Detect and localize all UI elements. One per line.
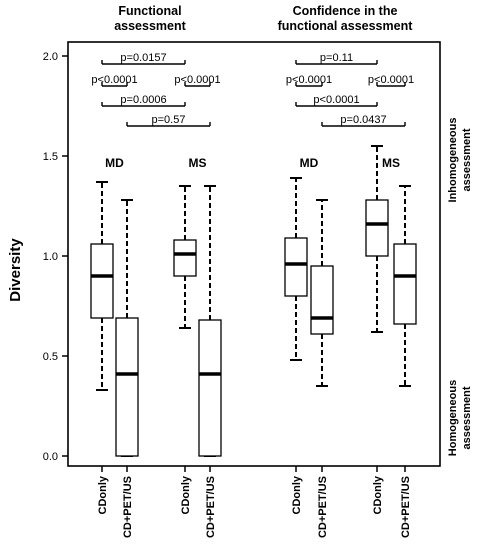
comparison-1-0: p=0.11 [295,52,378,65]
comparison-label-1-2: p<0.0001 [368,74,414,86]
box-0-2-iqr [173,239,197,277]
comparison-1-3: p<0.0001 [295,94,378,107]
comparison-label-1-1: p<0.0001 [286,74,332,86]
group-label-1-0: MD [300,156,319,170]
y-tick-label-4: 2.0 [43,51,58,63]
x-category-label-0-3: CD+PET/US [205,476,217,538]
box-1-3-iqr [393,243,417,325]
group-label-0-0: MD [105,156,124,170]
panel-title-confidence-line-1: Confidence in the [293,4,398,18]
panel-title-functional: Functional assessment [114,4,186,33]
box-1-0 [284,177,308,361]
box-0-1 [115,199,139,457]
comparison-label-0-2: p<0.0001 [174,74,220,86]
y-tick-label-0: 0.0 [43,451,58,463]
box-0-0 [90,181,114,391]
box-series [90,145,417,457]
y-axis: 0.0 0.5 1.0 1.5 2.0 [43,51,68,463]
side-label-homogeneous-line-1: Homogeneous [447,380,459,456]
x-category-label-0-0: CDonly [97,475,109,514]
comparison-label-0-3: p=0.0006 [120,94,166,106]
x-axis: CDonly CD+PET/US CDonly CD+PET/US CDonly CD+P… [97,466,412,538]
box-1-0-iqr [284,237,308,297]
y-tick-label-1: 0.5 [43,351,58,363]
group-label-1-1: MS [382,156,400,170]
side-label-inhomogeneous-line-2: assessment [461,128,473,191]
box-1-1-iqr [310,265,334,335]
comparison-label-1-4: p=0.0437 [340,114,386,126]
group-labels: MD MS MD MS [105,156,400,170]
side-label-inhomogeneous-line-1: Inhomogeneous [447,118,459,203]
comparison-1-2: p<0.0001 [368,74,414,87]
panel-title-confidence-line-2: functional assessment [278,19,414,33]
box-1-2 [365,145,389,333]
side-label-homogeneous: Homogeneous assessment [447,380,473,456]
comparison-0-0: p=0.0157 [101,52,186,65]
box-1-1 [310,199,334,387]
comparison-label-1-3: p<0.0001 [313,94,359,106]
box-0-3 [198,185,222,457]
side-label-inhomogeneous: Inhomogeneous assessment [447,118,473,203]
comparison-0-3: p=0.0006 [101,94,186,107]
panel-title-confidence: Confidence in the functional assessment [278,4,414,33]
x-category-label-1-0: CDonly [291,475,303,514]
x-category-label-1-2: CDonly [372,475,384,514]
comparison-1-4: p=0.0437 [321,114,406,127]
comparison-0-2: p<0.0001 [174,74,221,87]
x-category-label-1-1: CD+PET/US [317,476,329,538]
y-tick-label-3: 1.5 [43,151,58,163]
comparison-label-0-1: p<0.0001 [91,74,137,86]
comparison-brackets: p=0.0157 p<0.0001 p<0.0001 p=0.0006 p=0.57 p=… [91,52,414,127]
comparison-label-1-0: p=0.11 [320,52,353,64]
group-label-0-1: MS [189,156,207,170]
side-label-homogeneous-line-2: assessment [461,386,473,449]
x-category-label-0-1: CD+PET/US [122,476,134,538]
box-0-0-iqr [90,243,114,319]
box-0-1-iqr [115,317,139,457]
x-category-label-0-2: CDonly [180,475,192,514]
y-axis-label: Diversity [7,238,24,302]
y-tick-label-2: 1.0 [43,251,58,263]
box-0-2 [173,185,197,329]
box-0-3-iqr [198,319,222,457]
comparison-0-1: p<0.0001 [91,74,138,87]
comparison-label-0-0: p=0.0157 [120,52,166,64]
comparison-1-1: p<0.0001 [286,74,332,87]
plot-frame [67,41,441,467]
comparison-0-4: p=0.57 [126,114,211,127]
panel-title-functional-line-2: assessment [114,19,186,33]
comparison-label-0-4: p=0.57 [152,114,186,126]
panel-title-functional-line-1: Functional [118,4,181,18]
box-1-3 [393,185,417,387]
box-1-2-iqr [365,199,389,257]
x-category-label-1-3: CD+PET/US [400,476,412,538]
